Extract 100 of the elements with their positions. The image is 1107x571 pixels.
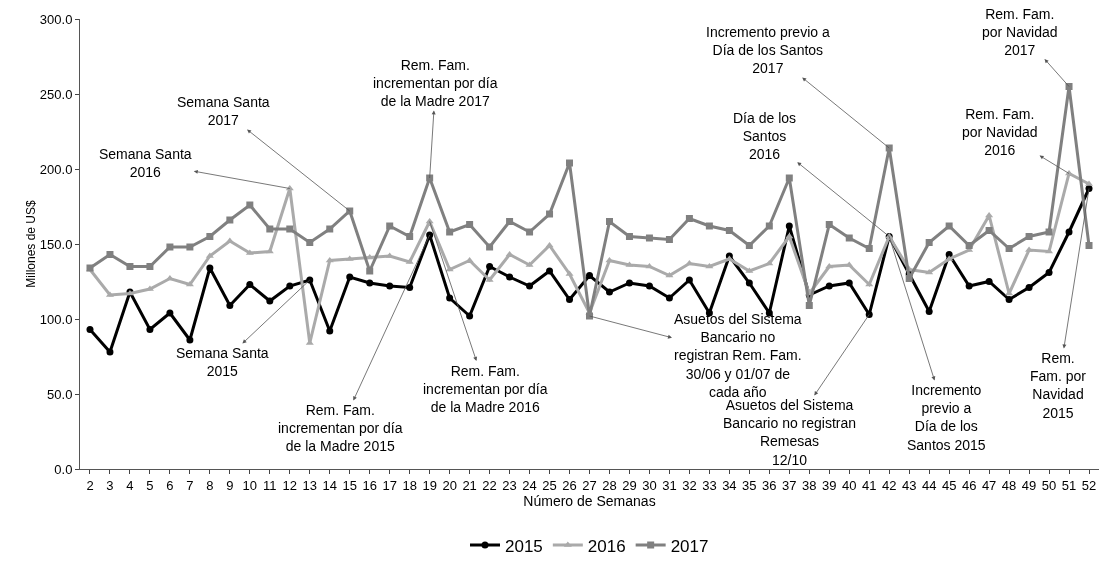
annotation: Rem. Fam. incrementan por día de la Madre 2017 [373, 57, 498, 110]
point [366, 267, 374, 275]
point [206, 264, 214, 272]
point [965, 282, 973, 290]
point [486, 243, 494, 251]
point [785, 222, 793, 230]
point [1045, 269, 1053, 276]
point [106, 251, 114, 258]
point [406, 284, 414, 291]
point [546, 267, 554, 275]
point [965, 242, 973, 249]
point [506, 273, 514, 281]
x-tick-label: 40 [842, 477, 857, 493]
x-tick-label: 42 [881, 477, 897, 493]
point [725, 227, 733, 234]
point [945, 222, 953, 230]
y-axis-title: Millones de US$ [23, 199, 38, 288]
annotation: Asuetos del Sistema Bancario no registran Rem. Fam. 30/06 y 01/07 de cada año [674, 311, 802, 400]
point [905, 275, 913, 282]
x-tick-label: 11 [263, 477, 277, 493]
point [246, 201, 254, 209]
x-tick-label: 28 [602, 477, 617, 493]
x-tick-label: 4 [126, 477, 134, 493]
x-tick-label: 50 [1041, 477, 1057, 493]
y-tick-label: 250.0 [39, 86, 73, 102]
point [985, 227, 993, 234]
legend-label: 2017 [670, 536, 709, 556]
point [306, 239, 314, 246]
x-tick-label: 44 [921, 477, 937, 493]
point [466, 312, 474, 320]
point [266, 297, 274, 305]
x-tick-label: 39 [822, 477, 837, 493]
point [366, 279, 374, 287]
point [146, 263, 154, 270]
x-tick-label: 29 [622, 477, 637, 493]
annotation: Día de los Santos 2016 [733, 110, 797, 163]
point [146, 326, 154, 333]
y-tick-label: 200.0 [39, 161, 73, 177]
point [186, 336, 194, 344]
legend-label: 2015 [505, 536, 543, 556]
point [625, 279, 633, 287]
point [625, 233, 633, 240]
x-tick-label: 37 [782, 477, 797, 493]
y-tick-label: 0.0 [54, 461, 73, 477]
point [925, 308, 933, 315]
point [466, 221, 474, 228]
point [865, 245, 873, 252]
y-tick-label: 100.0 [39, 311, 73, 327]
annotation: Rem. Fam. por Navidad 2015 [1030, 350, 1087, 421]
point [605, 218, 613, 225]
x-tick-label: 48 [1001, 477, 1017, 493]
x-tick-label: 2 [86, 477, 94, 493]
x-tick-label: 17 [382, 477, 397, 493]
point [446, 228, 454, 236]
x-tick-label: 5 [146, 477, 154, 493]
point [825, 221, 833, 228]
point [805, 302, 813, 309]
point [426, 174, 434, 182]
point [226, 216, 234, 224]
point [665, 294, 673, 302]
point [226, 302, 234, 309]
x-tick-label: 34 [722, 477, 737, 493]
annotation: Semana Santa 2017 [177, 94, 270, 129]
point [286, 282, 294, 290]
point [546, 210, 554, 218]
point [326, 225, 334, 233]
x-tick-label: 6 [166, 477, 174, 493]
x-tick-label: 41 [862, 477, 877, 493]
point [246, 281, 254, 288]
point [845, 234, 853, 242]
point [446, 294, 454, 302]
y-tick-label: 300.0 [39, 11, 73, 27]
annotation: Rem. Fam. por Navidad 2016 [962, 106, 1038, 159]
annotation: Asuetos del Sistema Bancario no registran Remesas 12/10 [723, 397, 857, 468]
x-axis-title: Número de Semanas [523, 492, 656, 509]
annotation: Incremento previo a Día de los Santos 2017 [706, 24, 830, 77]
x-tick-label: 45 [941, 477, 957, 493]
point [506, 218, 514, 225]
annotation: Rem. Fam. incrementan por día de la Madre 2016 [423, 363, 548, 416]
point [166, 309, 174, 317]
point [705, 222, 713, 230]
x-tick-label: 23 [502, 477, 517, 493]
point [1045, 228, 1053, 236]
x-tick-label: 32 [682, 477, 697, 493]
x-tick-label: 19 [422, 477, 437, 493]
x-tick-label: 49 [1021, 477, 1037, 493]
x-tick-label: 38 [802, 477, 817, 493]
point [745, 242, 753, 249]
annotation: Rem. Fam. por Navidad 2017 [982, 6, 1058, 59]
x-tick-label: 9 [226, 477, 234, 493]
x-tick-label: 3 [106, 477, 114, 493]
x-tick-label: 24 [522, 477, 537, 493]
x-tick-label: 14 [322, 477, 337, 493]
x-tick-label: 51 [1061, 477, 1077, 493]
x-tick-label: 43 [901, 477, 917, 493]
legend-label: 2016 [587, 536, 626, 556]
point [1025, 284, 1033, 291]
x-tick-label: 26 [562, 477, 577, 493]
point [526, 228, 534, 236]
y-tick-label: 150.0 [39, 236, 73, 252]
